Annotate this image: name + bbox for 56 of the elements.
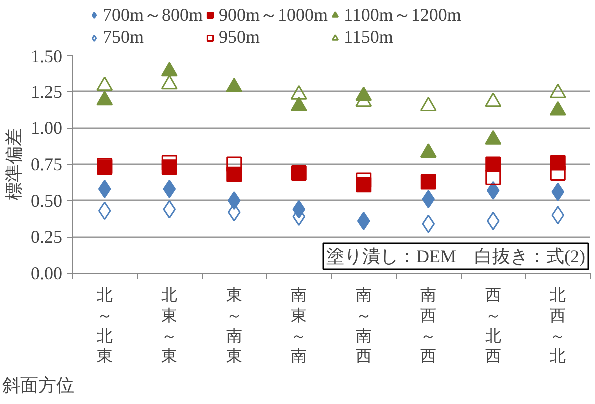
x-axis-title: 斜面方位 — [2, 376, 74, 396]
point — [163, 200, 176, 219]
point — [485, 130, 502, 145]
y-axis-title: 標準偏差 — [4, 128, 24, 200]
point — [96, 91, 114, 106]
point — [162, 155, 178, 171]
point — [291, 165, 307, 181]
x-tick-label: 北東～東 — [162, 286, 178, 366]
x-tick-label: 南西～西 — [420, 286, 437, 366]
y-tick-label: 0.75 — [31, 154, 62, 174]
point — [96, 76, 114, 92]
point — [357, 212, 370, 230]
point — [485, 92, 502, 108]
point — [552, 206, 565, 225]
y-tick-label: 1.00 — [31, 118, 62, 138]
point — [290, 85, 308, 100]
y-tick-label: 1.25 — [31, 82, 62, 102]
point — [420, 96, 437, 112]
point — [98, 180, 112, 198]
point — [161, 75, 178, 90]
legend-label: 1100m～1200m — [344, 4, 462, 27]
legend-label: 950m — [219, 27, 260, 48]
point — [422, 214, 436, 234]
legend-label: 700m～800m — [103, 4, 204, 27]
point — [552, 182, 565, 202]
point — [422, 190, 436, 209]
x-tick-label: 南～南西 — [356, 286, 372, 366]
point — [356, 172, 372, 188]
x-tick-label: 北～北東 — [96, 286, 113, 366]
point — [550, 101, 566, 116]
legend-label: 900m～1000m — [219, 4, 328, 27]
point — [420, 174, 436, 190]
annotation: 塗り潰し：DEM 白抜き：式(2) — [326, 246, 586, 266]
point — [290, 96, 308, 112]
point — [486, 212, 500, 230]
point — [228, 192, 241, 210]
legend-label: 750m — [103, 27, 144, 48]
point — [420, 143, 437, 158]
point — [226, 156, 242, 172]
point — [486, 170, 502, 186]
x-tick-label: 北西～北 — [550, 286, 566, 366]
x-tick-label: 南東～南 — [291, 286, 308, 366]
point — [226, 78, 243, 93]
point — [161, 62, 178, 77]
point — [486, 181, 500, 200]
y-tick-label: 0.25 — [31, 227, 62, 248]
point — [550, 165, 566, 181]
x-tick-label: 東～南東 — [226, 286, 242, 366]
y-tick-label: 0.50 — [31, 190, 62, 211]
point — [550, 84, 566, 98]
legend-label: 1150m — [344, 27, 394, 48]
y-tick-label: 1.50 — [31, 46, 62, 66]
x-tick-label: 西～北西 — [485, 288, 502, 366]
y-tick-label: 0.00 — [31, 264, 62, 284]
point — [163, 180, 176, 198]
point — [98, 202, 112, 220]
